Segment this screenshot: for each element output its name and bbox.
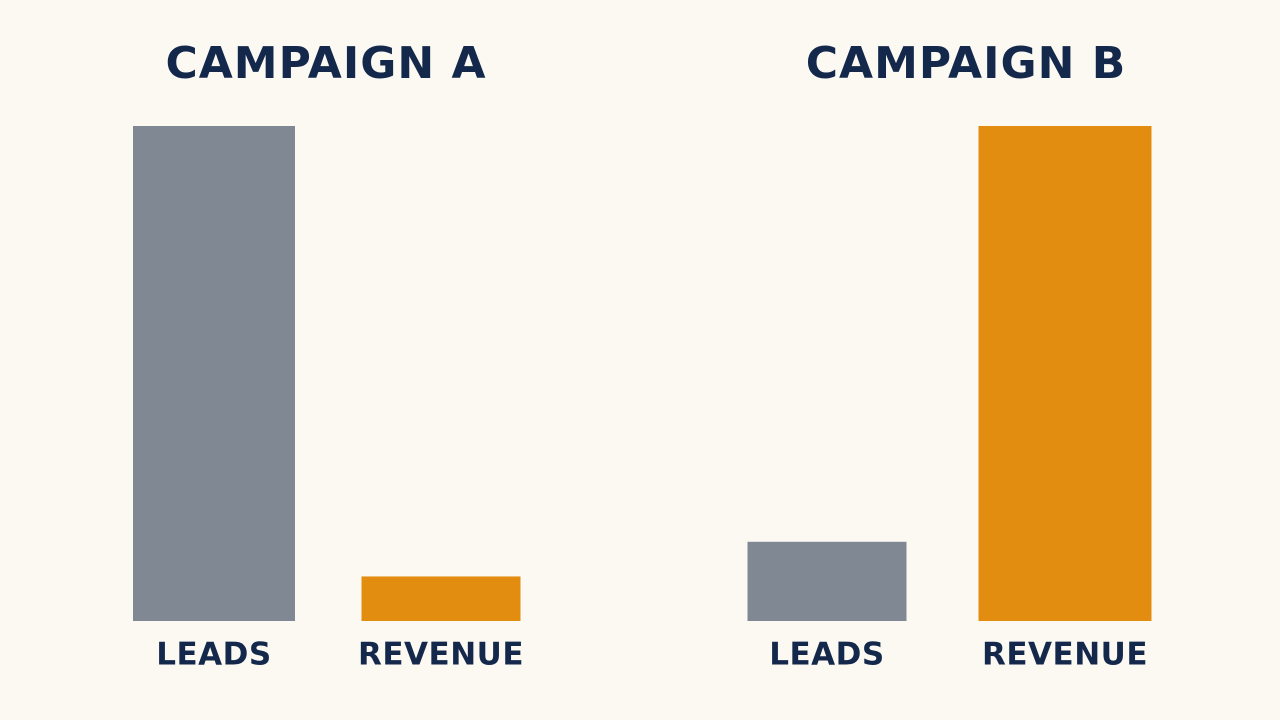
bar: [361, 576, 521, 621]
category-label: LEADS: [769, 637, 884, 673]
bar: [133, 126, 295, 621]
category-label: LEADS: [156, 637, 271, 673]
bar: [978, 126, 1152, 621]
category-label: REVENUE: [358, 637, 524, 673]
chart-title: CAMPAIGN A: [165, 38, 486, 89]
bar: [747, 541, 907, 621]
category-label: REVENUE: [982, 637, 1148, 673]
chart-title: CAMPAIGN B: [806, 38, 1127, 89]
